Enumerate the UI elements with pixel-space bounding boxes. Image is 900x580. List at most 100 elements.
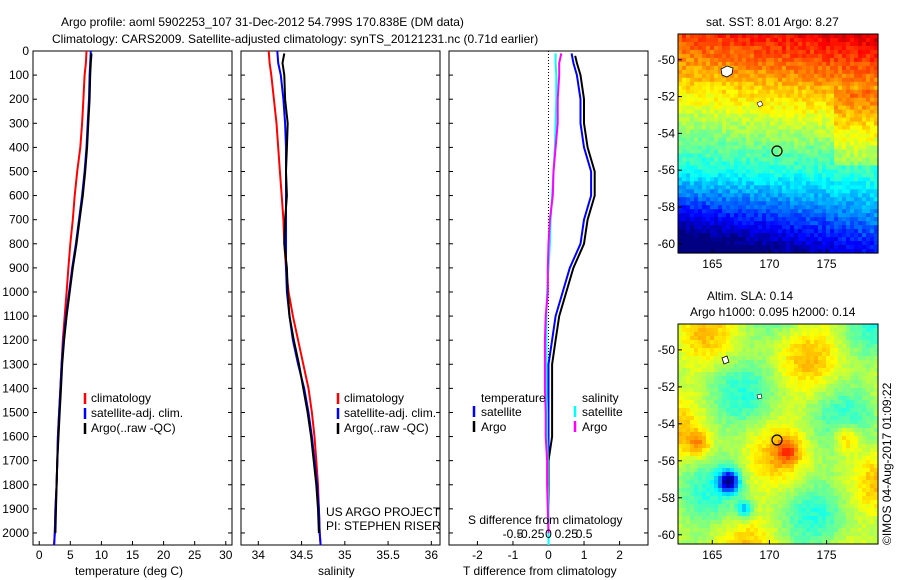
heatmap-cell	[870, 460, 875, 465]
heatmap-cell	[722, 464, 727, 469]
heatmap-cell	[818, 404, 823, 409]
heatmap-cell	[746, 73, 751, 79]
heatmap-cell	[766, 332, 771, 337]
heatmap-cell	[702, 404, 707, 409]
heatmap-cell	[782, 233, 787, 238]
heatmap-cell	[698, 77, 703, 83]
heatmap-cell	[750, 376, 755, 381]
heatmap-cell	[686, 340, 691, 345]
heatmap-cell	[702, 396, 707, 401]
heatmap-cell	[830, 177, 835, 182]
heatmap-cell	[798, 161, 803, 166]
heatmap-cell	[862, 348, 867, 353]
heatmap-cell	[762, 336, 767, 341]
heatmap-cell	[754, 197, 759, 202]
heatmap-cell	[858, 392, 863, 397]
heatmap-cell	[810, 456, 815, 461]
heatmap-cell	[766, 73, 771, 79]
heatmap-cell	[842, 34, 847, 39]
heatmap-cell	[710, 181, 715, 186]
heatmap-cell	[838, 69, 843, 75]
heatmap-cell	[754, 400, 759, 405]
heatmap-cell	[874, 237, 879, 242]
heatmap-cell	[810, 348, 815, 353]
heatmap-cell	[682, 376, 687, 381]
heatmap-cell	[806, 69, 811, 75]
heatmap-cell	[822, 428, 827, 433]
heatmap-cell	[830, 464, 835, 469]
heatmap-cell	[834, 45, 839, 51]
heatmap-cell	[690, 153, 695, 159]
heatmap-cell	[818, 185, 823, 190]
heatmap-cell	[746, 452, 751, 457]
heatmap-cell	[770, 416, 775, 421]
heatmap-cell	[762, 233, 767, 238]
heatmap-cell	[806, 225, 811, 230]
heatmap-cell	[742, 392, 747, 397]
heatmap-cell	[730, 177, 735, 182]
heatmap-cell	[874, 229, 879, 234]
heatmap-cell	[678, 460, 683, 465]
heatmap-cell	[742, 420, 747, 425]
heatmap-cell	[802, 368, 807, 373]
heatmap-cell	[866, 185, 871, 190]
heatmap-cell	[766, 400, 771, 405]
heatmap-cell	[754, 412, 759, 417]
heatmap-cell	[798, 380, 803, 385]
heatmap-cell	[762, 412, 767, 417]
heatmap-cell	[690, 149, 695, 155]
heatmap-cell	[694, 440, 699, 445]
heatmap-cell	[694, 73, 699, 79]
heatmap-cell	[830, 408, 835, 413]
heatmap-cell	[862, 424, 867, 429]
heatmap-cell	[734, 424, 739, 429]
heatmap-cell	[762, 57, 767, 63]
heatmap-cell	[850, 189, 855, 194]
heatmap-cell	[814, 57, 819, 63]
heatmap-cell	[706, 221, 711, 226]
heatmap-cell	[830, 217, 835, 222]
heatmap-cell	[718, 149, 723, 155]
heatmap-cell	[830, 245, 835, 250]
heatmap-cell	[838, 396, 843, 401]
heatmap-cell	[762, 472, 767, 477]
heatmap-cell	[838, 336, 843, 341]
heatmap-cell	[786, 249, 791, 254]
heatmap-cell	[734, 85, 739, 91]
heatmap-cell	[718, 384, 723, 389]
heatmap-cell	[858, 85, 863, 91]
heatmap-cell	[734, 380, 739, 385]
heatmap-cell	[794, 133, 799, 139]
heatmap-cell	[862, 113, 867, 119]
heatmap-cell	[806, 380, 811, 385]
heatmap-cell	[866, 472, 871, 477]
heatmap-cell	[826, 157, 831, 163]
heatmap-cell	[866, 169, 871, 174]
heatmap-cell	[818, 205, 823, 210]
heatmap-cell	[754, 157, 759, 163]
heatmap-cell	[786, 45, 791, 51]
heatmap-cell	[818, 432, 823, 437]
heatmap-cell	[750, 400, 755, 405]
heatmap-cell	[846, 448, 851, 453]
heatmap-cell	[682, 336, 687, 341]
heatmap-cell	[818, 229, 823, 234]
heatmap-cell	[698, 364, 703, 369]
heatmap-cell	[802, 101, 807, 107]
heatmap-cell	[770, 448, 775, 453]
heatmap-cell	[722, 105, 727, 111]
heatmap-cell	[722, 97, 727, 103]
heatmap-cell	[714, 356, 719, 361]
heatmap-cell	[698, 380, 703, 385]
heatmap-cell	[698, 241, 703, 246]
heatmap-cell	[786, 161, 791, 166]
heatmap-cell	[738, 380, 743, 385]
heatmap-cell	[858, 368, 863, 373]
heatmap-cell	[822, 217, 827, 222]
heatmap-cell	[722, 121, 727, 127]
heatmap-cell	[838, 133, 843, 139]
heatmap-cell	[678, 161, 683, 166]
heatmap-cell	[682, 113, 687, 119]
heatmap-cell	[678, 448, 683, 453]
heatmap-cell	[782, 77, 787, 83]
